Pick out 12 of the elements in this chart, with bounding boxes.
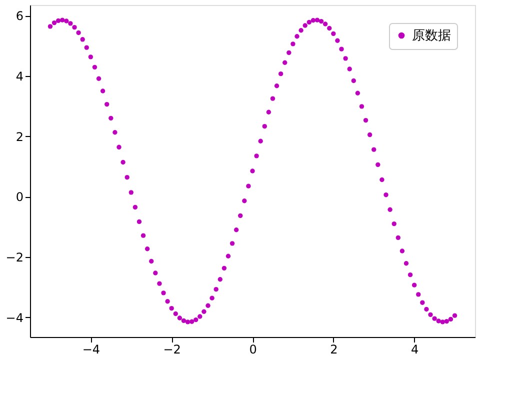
- x-tick-label: −4: [82, 342, 100, 356]
- y-tick-label: 4: [16, 69, 24, 84]
- y-tick-label: 6: [16, 9, 24, 24]
- x-tick-label: 2: [330, 342, 338, 356]
- legend-label: 原数据: [412, 28, 451, 44]
- y-tick-label: 2: [16, 130, 24, 144]
- y-tick-label: −4: [6, 310, 24, 325]
- x-tick-label: −2: [163, 342, 181, 356]
- x-tick-label: 4: [411, 342, 419, 356]
- y-tick-label: −2: [6, 250, 24, 265]
- y-tick-label: 0: [16, 190, 24, 204]
- x-tick-label: 0: [249, 342, 257, 356]
